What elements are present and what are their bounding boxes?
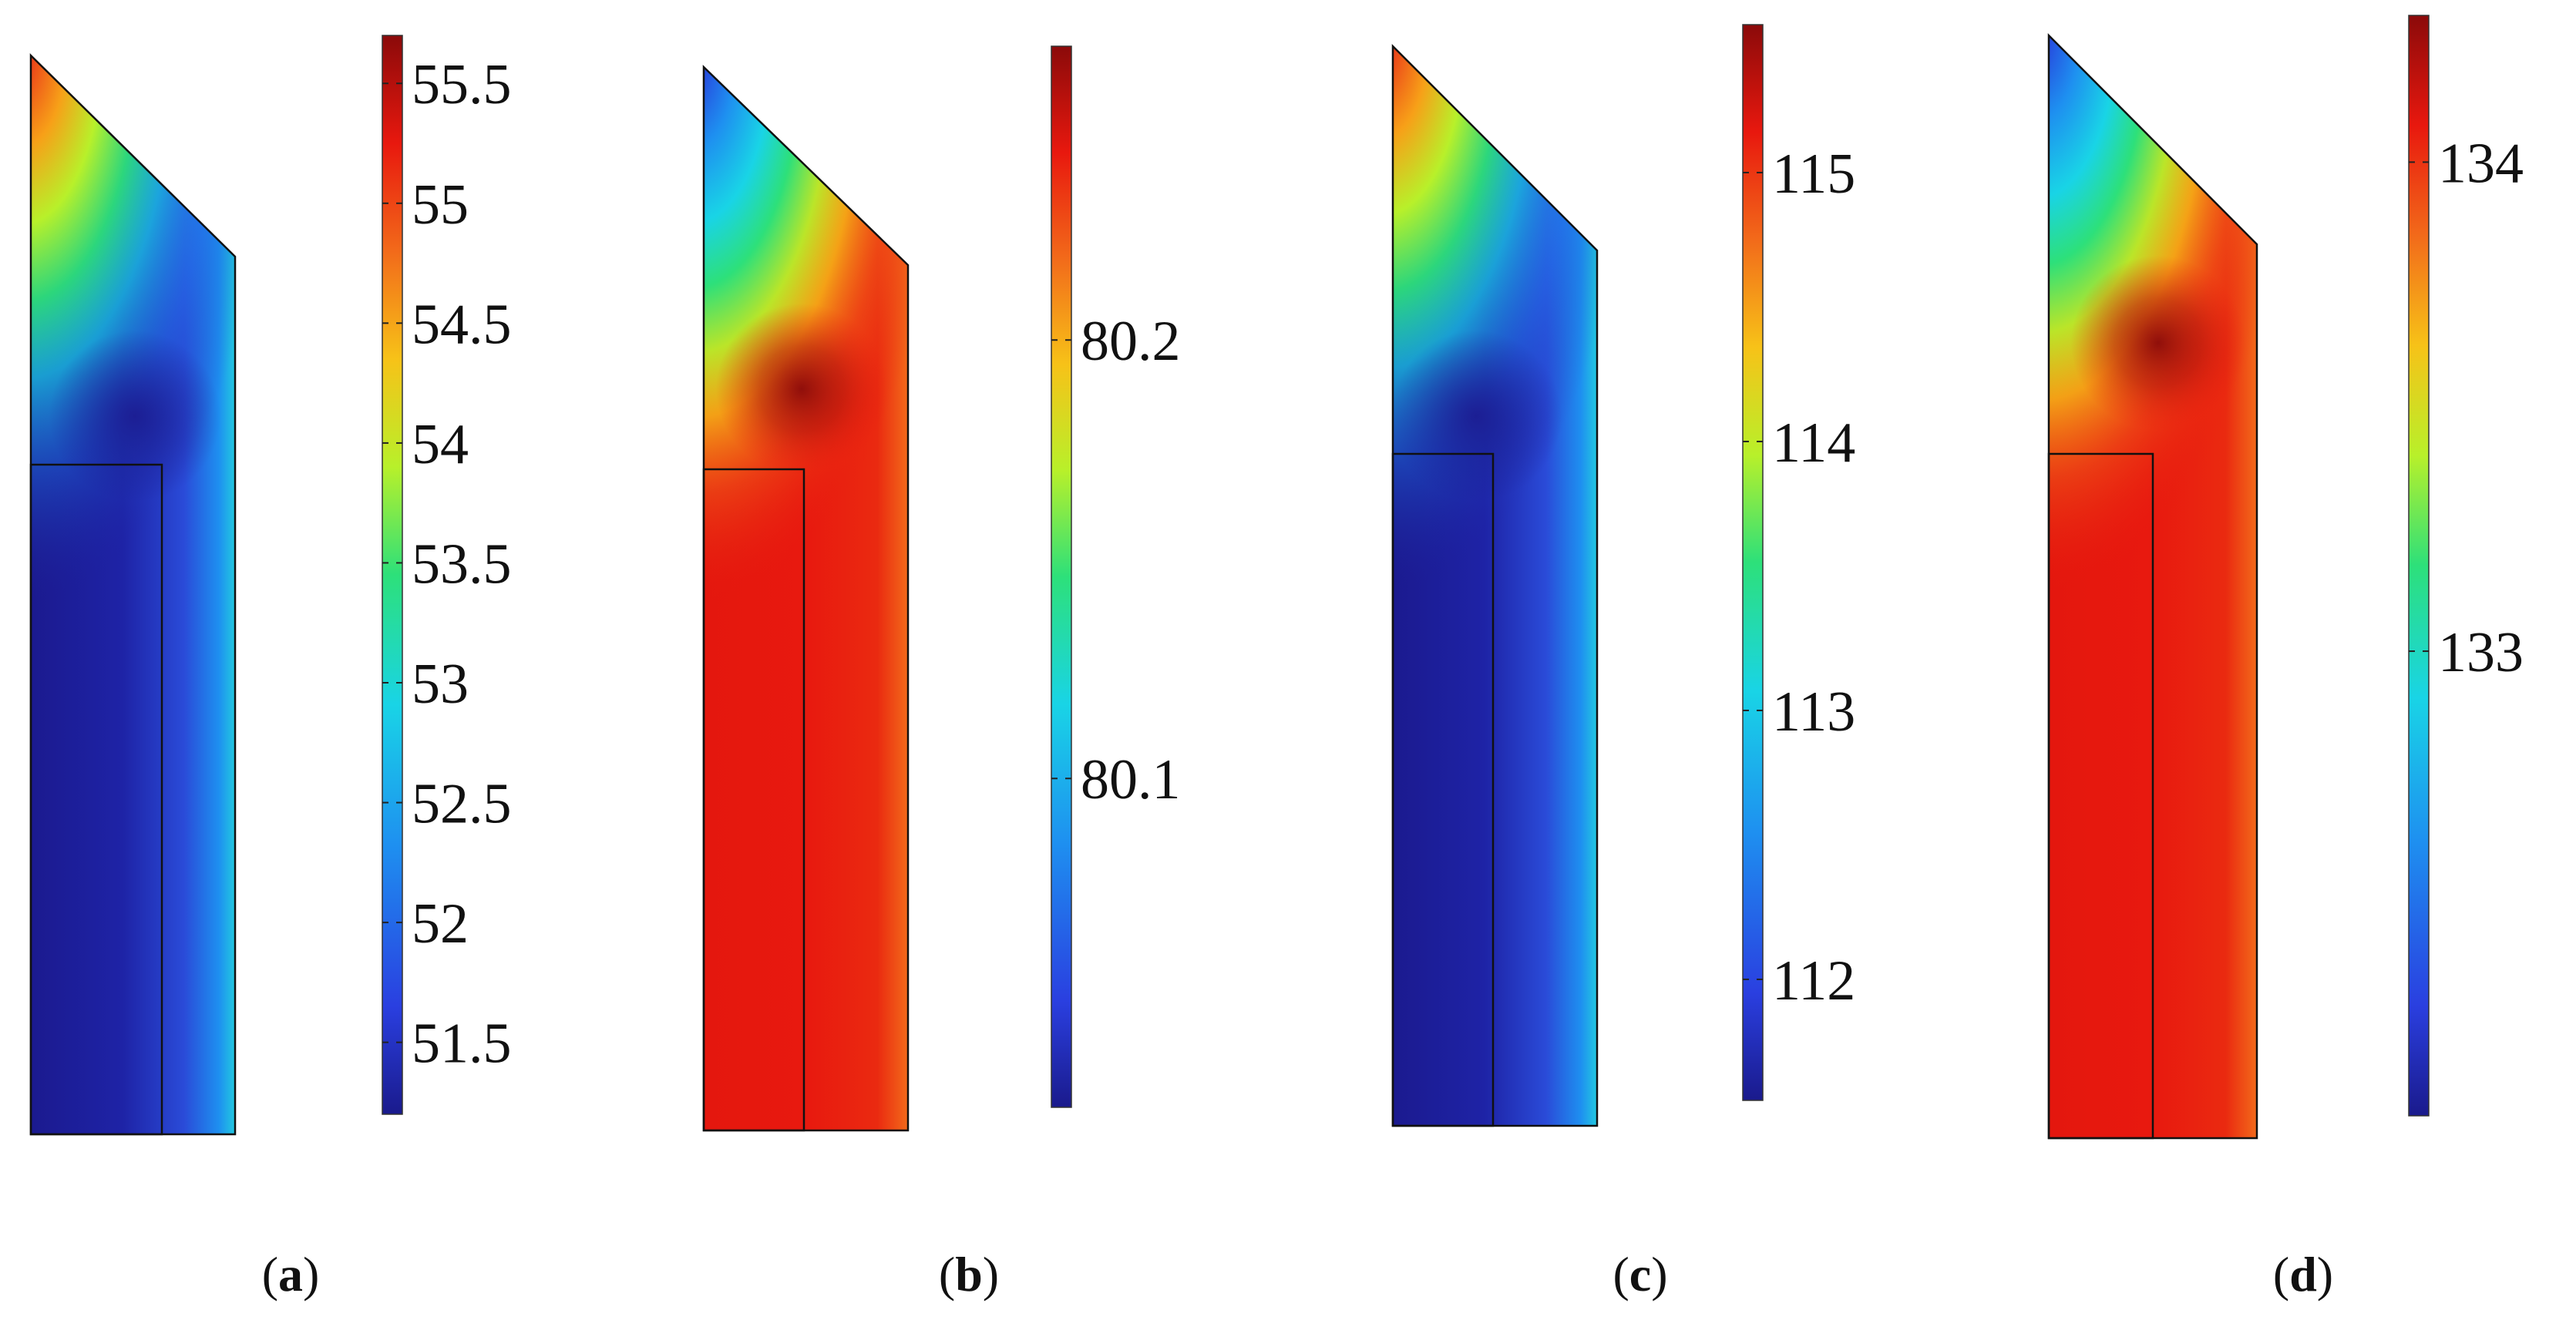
colorbar-tick-label: 52 (412, 892, 469, 956)
colorbar-c (1742, 24, 1764, 1101)
colorbar-tick-label: 54.5 (412, 293, 512, 356)
panel-b: 80.2 80.1 (b) (702, 45, 1181, 1302)
panel-caption-b: (b) (939, 1247, 999, 1302)
panel-caption-c: (c) (1613, 1247, 1667, 1302)
colorbar-tick-label: 55 (412, 173, 469, 237)
colorbar-tick-label: 80.2 (1081, 310, 1181, 373)
temperature-field-a (31, 55, 235, 1134)
colorbar-a (382, 35, 403, 1115)
domain-outline (29, 53, 237, 1136)
colorbar-tick-label: 112 (1772, 949, 1855, 1013)
panels-layer: 55.5 55 54.5 54 53.5 53 52.5 52 51.5 (a) 80.2 80.1 (… (29, 15, 2524, 1302)
temperature-field-d (2049, 35, 2257, 1138)
panel-caption-a: (a) (262, 1247, 320, 1302)
colorbar-tick-label: 134 (2438, 132, 2524, 195)
colorbar-tick-label: 53.5 (412, 532, 512, 596)
colorbar-tick-label: 115 (1772, 143, 1855, 206)
panel-c: 115 114 113 112 (c) (1391, 24, 1855, 1302)
colorbar-tick-label: 133 (2438, 621, 2524, 684)
colorbar-tick-label: 114 (1772, 411, 1855, 475)
temperature-field-b (704, 67, 908, 1130)
temperature-field-c (1393, 46, 1597, 1126)
colorbar-tick-label: 52.5 (412, 773, 512, 836)
colorbar-tick-label: 51.5 (412, 1013, 512, 1076)
panel-a: 55.5 55 54.5 54 53.5 53 52.5 52 51.5 (a) (29, 35, 512, 1302)
panel-caption-d: (d) (2273, 1247, 2333, 1302)
domain-outline (2047, 32, 2258, 1140)
colorbar-tick-label: 54 (412, 413, 469, 476)
colorbar-tick-label: 55.5 (412, 53, 512, 116)
panel-d: 134 133 (d) (2047, 15, 2524, 1302)
colorbar-tick-label: 113 (1772, 680, 1855, 744)
colorbar-b (1051, 45, 1072, 1108)
colorbar-d (2408, 15, 2430, 1117)
colorbar-tick-label: 80.1 (1081, 748, 1181, 811)
domain-outline (1391, 43, 1599, 1127)
colorbar-tick-label: 53 (412, 653, 469, 716)
domain-outline (702, 65, 910, 1132)
